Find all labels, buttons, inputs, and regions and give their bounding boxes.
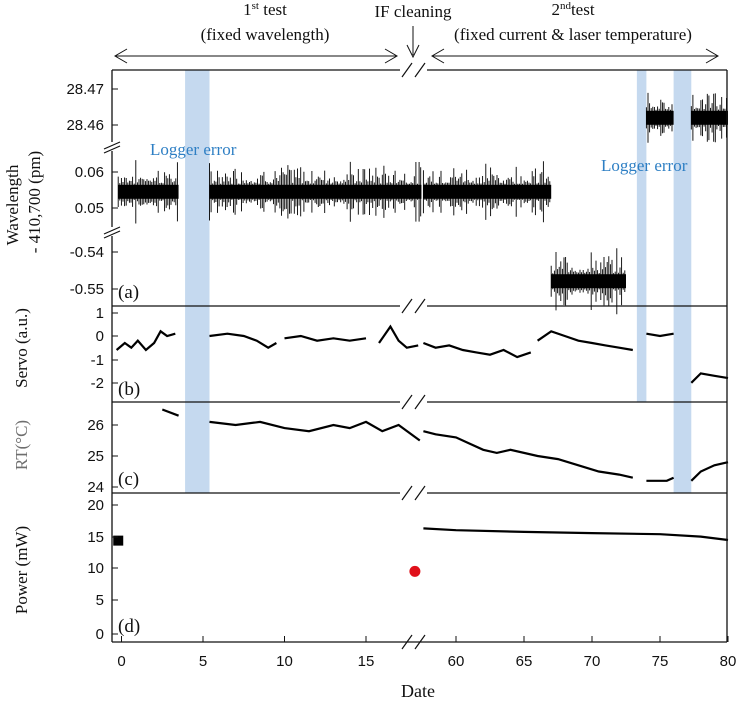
- range-arrows: [114, 26, 719, 64]
- y-break-gap: [108, 142, 118, 151]
- x-break-mark: [401, 634, 413, 650]
- logger-error-span: [673, 70, 692, 493]
- y-tick-label: -2: [91, 375, 104, 392]
- x-break-mark: [414, 394, 426, 410]
- y-break-mark: [103, 141, 121, 150]
- y-break-mark: [103, 226, 121, 235]
- logger-error-span: [636, 70, 647, 402]
- test2-detail: (fixed current & laser temperature): [454, 25, 692, 44]
- x-break-mark: [414, 634, 426, 650]
- x-break-mark: [401, 485, 413, 501]
- series-line-b: [209, 332, 277, 349]
- y-break-gap: [108, 227, 118, 236]
- x-break-mark: [401, 298, 413, 314]
- y-break-mark: [103, 145, 121, 154]
- x-tick-label: 75: [652, 653, 669, 670]
- y-tick-label: 10: [87, 560, 104, 577]
- axes: 28.4728.460.060.05-0.54-0.5510-1-2262524…: [66, 62, 737, 670]
- y-axis-label-servo: Servo (a.u.): [12, 308, 31, 388]
- series-line-c: [646, 476, 675, 482]
- x-break-mark: [414, 298, 426, 314]
- panel-label-c: (c): [118, 469, 139, 490]
- panel-label-b: (b): [118, 379, 140, 400]
- y-axis-label-rt: RT(°C): [12, 420, 31, 470]
- y-tick-label: -0.55: [70, 281, 104, 298]
- wavelength-noise: [690, 93, 727, 143]
- y-break-mark: [103, 230, 121, 239]
- y-axis-label-power: Power (mW): [12, 526, 31, 614]
- test1-title: 1st test: [243, 0, 287, 19]
- logger-error-span: [185, 70, 210, 493]
- panel-label-a: (a): [118, 282, 139, 303]
- panel-label-d: (d): [118, 616, 140, 637]
- wavelength-band: [691, 110, 728, 125]
- x-tick-label: 15: [358, 653, 375, 670]
- y-tick-label: 15: [87, 529, 104, 546]
- series-line-b: [536, 330, 633, 352]
- plot-area: [113, 92, 729, 577]
- y-tick-label: 20: [87, 497, 104, 514]
- x-break-mark: [414, 62, 426, 78]
- y-tick-label: 0.06: [75, 164, 104, 181]
- test2-title: 2ndtest: [551, 0, 594, 19]
- y-tick-label: 5: [96, 592, 104, 609]
- series-line-b: [115, 329, 176, 352]
- series-line-c: [161, 408, 179, 417]
- y-tick-label: -1: [91, 352, 104, 369]
- x-tick-label: 80: [720, 653, 737, 670]
- series-line-b: [423, 341, 532, 359]
- wavelength-noise: [209, 161, 422, 222]
- point-square: [113, 535, 124, 546]
- y-tick-label: 26: [87, 417, 104, 434]
- wavelength-band: [646, 110, 674, 125]
- x-axis-label: Date: [401, 681, 435, 701]
- logger-error-label-1: Logger error: [150, 140, 237, 159]
- series-line-c: [423, 430, 634, 479]
- cleaning-label: IF cleaning: [375, 2, 452, 21]
- test1-detail: (fixed wavelength): [201, 25, 330, 44]
- y-tick-label: 24: [87, 479, 104, 496]
- x-tick-label: 5: [199, 653, 207, 670]
- series-line-b: [378, 324, 419, 349]
- series-line-b: [690, 372, 729, 384]
- y-tick-label: -0.54: [70, 244, 104, 261]
- y-tick-label: 0: [96, 626, 104, 643]
- x-tick-label: 10: [276, 653, 293, 670]
- point-circle: [409, 565, 421, 577]
- series-line-c: [690, 461, 729, 482]
- wavelength-noise: [550, 248, 626, 315]
- x-tick-label: 0: [117, 653, 125, 670]
- y-axis-label-wavelength-1: Wavelength: [3, 164, 22, 245]
- wavelength-noise: [645, 92, 673, 143]
- y-tick-label: 28.46: [66, 117, 104, 134]
- wavelength-noise: [117, 160, 178, 224]
- series-line-c: [209, 420, 421, 442]
- y-tick-label: 1: [96, 305, 104, 322]
- x-tick-label: 60: [448, 653, 465, 670]
- series-line-d: [423, 527, 729, 542]
- series-line-b: [646, 332, 674, 338]
- wavelength-noise: [422, 161, 551, 223]
- x-break-mark: [401, 394, 413, 410]
- x-break-mark: [401, 62, 413, 78]
- y-tick-label: 0.05: [75, 200, 104, 217]
- logger-error-label-2: Logger error: [601, 156, 688, 175]
- y-axis-label-wavelength-2: - 410,700 (pm): [25, 151, 44, 253]
- y-tick-label: 28.47: [66, 81, 104, 98]
- y-tick-label: 25: [87, 448, 104, 465]
- x-tick-label: 70: [584, 653, 601, 670]
- x-tick-label: 65: [516, 653, 533, 670]
- y-tick-label: 0: [96, 328, 104, 345]
- series-line-b: [284, 334, 367, 342]
- x-break-mark: [414, 485, 426, 501]
- logger-error-spans: [185, 70, 692, 493]
